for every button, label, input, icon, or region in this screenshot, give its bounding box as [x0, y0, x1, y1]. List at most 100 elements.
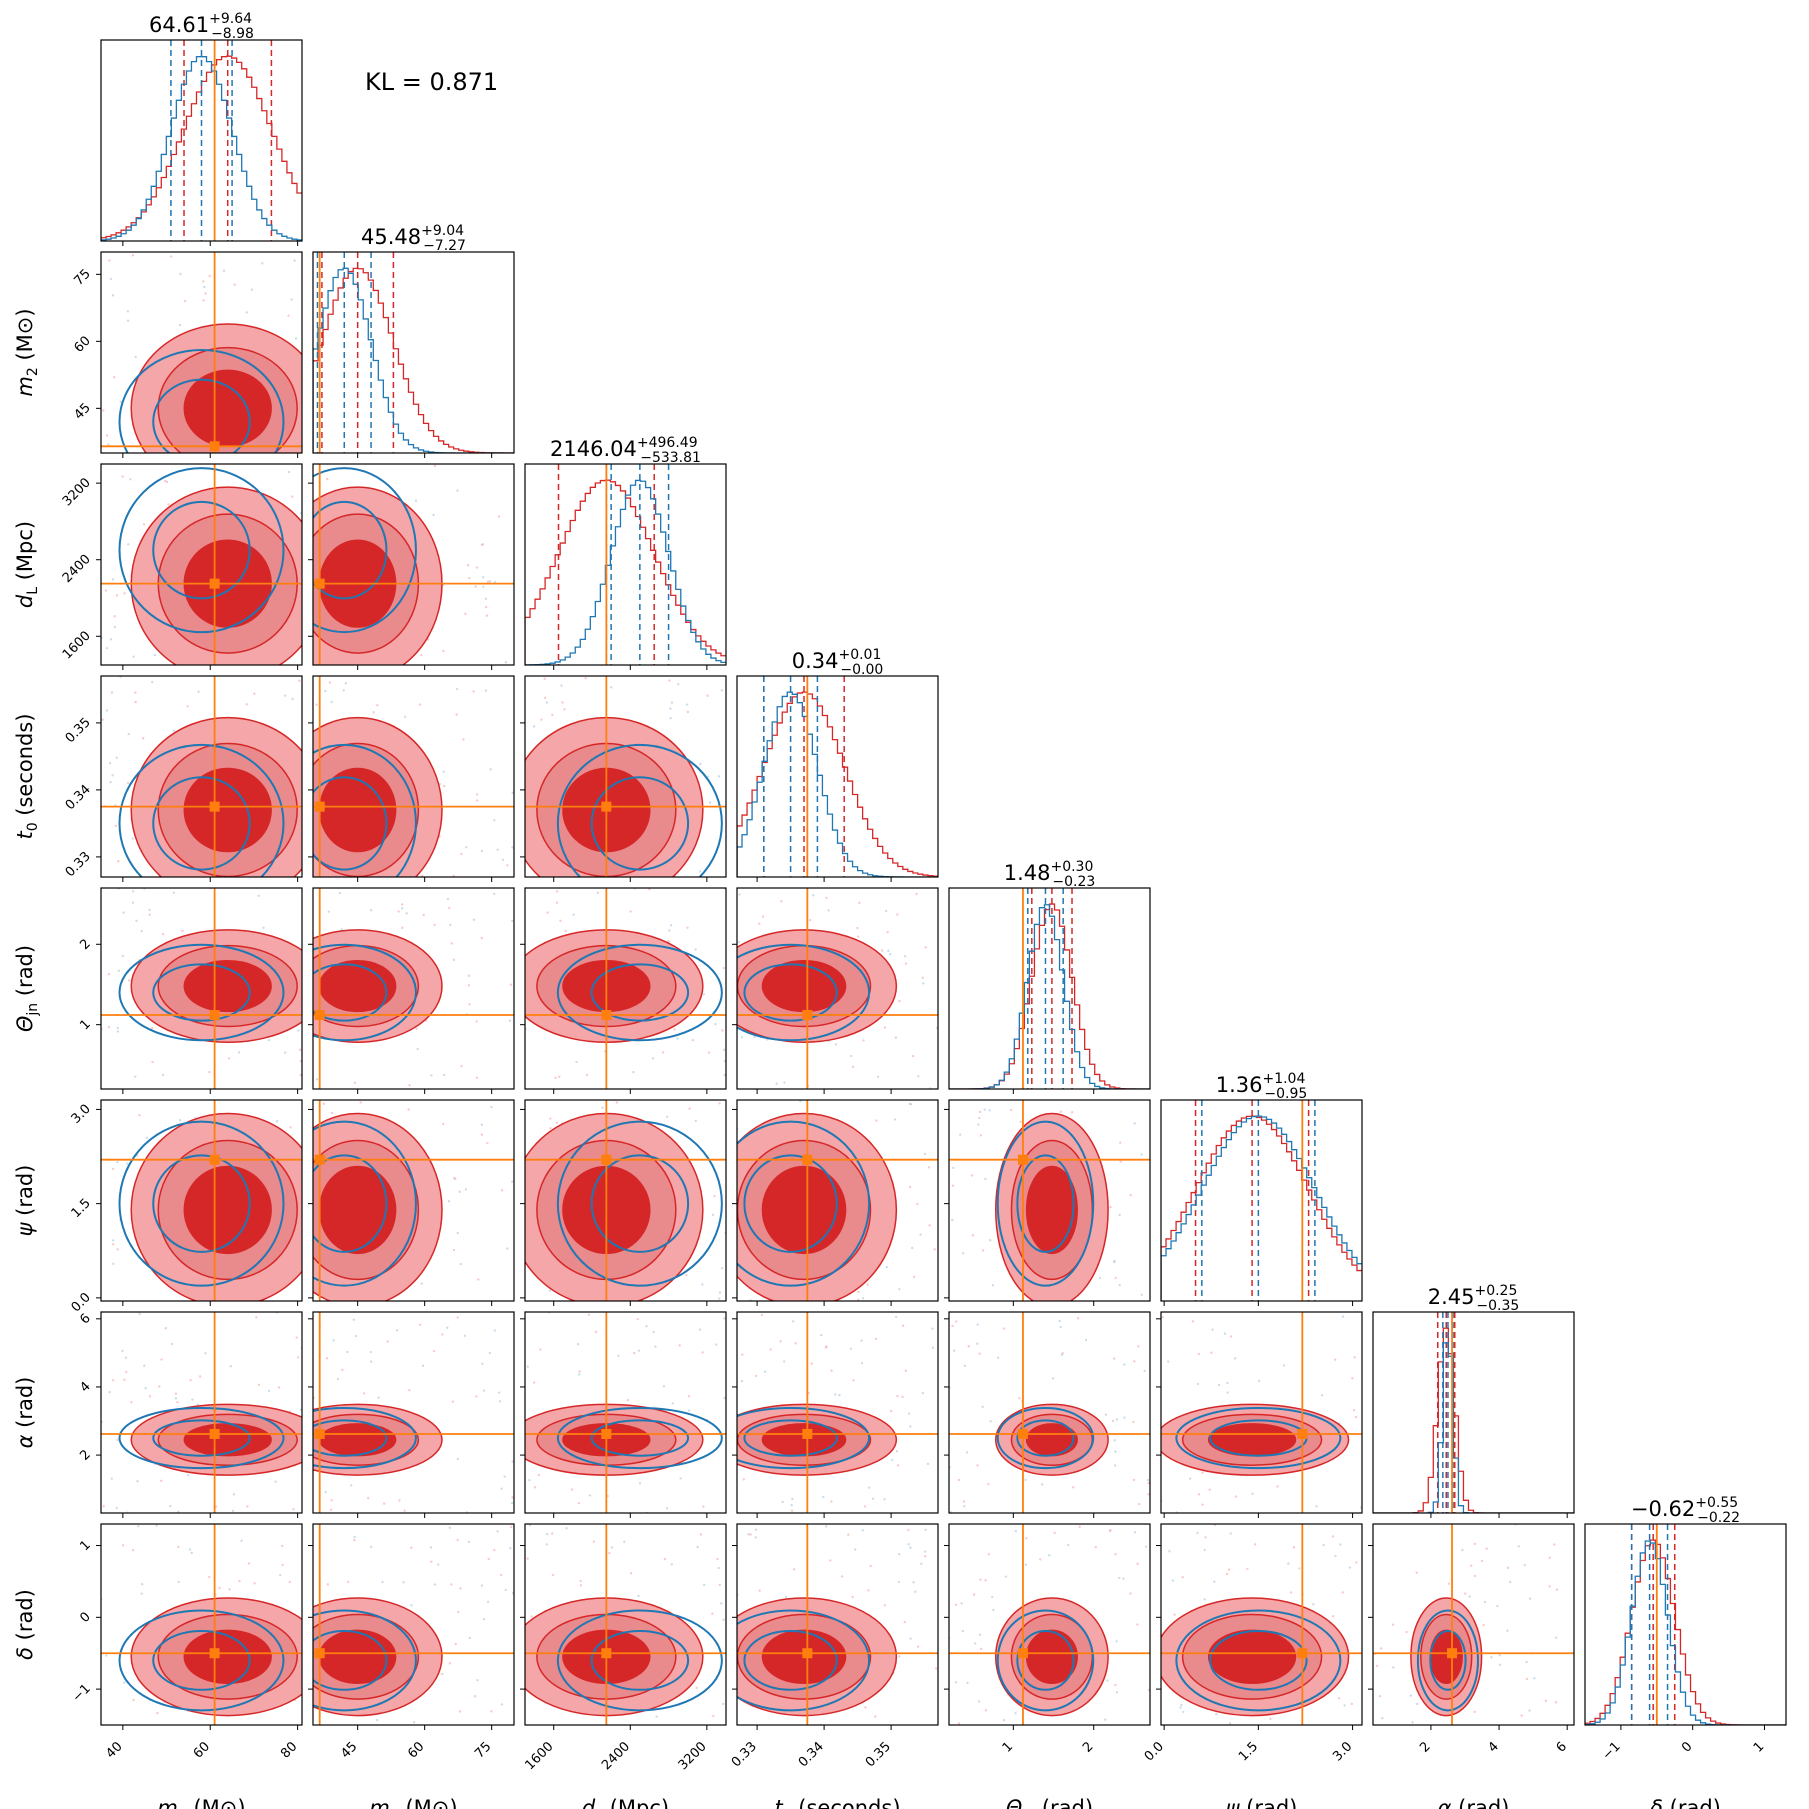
- contour-blue-inner: [1016, 1154, 1075, 1253]
- panel-frame: [1160, 1311, 1363, 1514]
- panel-dL-m2: [308, 463, 515, 670]
- truth-marker: [601, 1648, 612, 1659]
- contour-blue-inner: [1016, 1419, 1075, 1457]
- contour-blue-outer: [737, 1120, 871, 1287]
- title-m2: 45.48+9.04 −7.27: [361, 223, 466, 254]
- y-axis-label-m2: m2 (M⊙): [13, 308, 41, 396]
- panel-frame: [524, 1523, 727, 1726]
- y-tick-label-delta: 1: [77, 1538, 93, 1554]
- truth-marker: [314, 578, 325, 589]
- y-tick-label-alpha: 6: [77, 1311, 93, 1327]
- y-axis-label-delta: δ (rad): [13, 1589, 37, 1660]
- contour-blue-inner: [1209, 1630, 1308, 1691]
- panel-frame: [948, 887, 1151, 1090]
- truth-marker: [209, 1154, 220, 1165]
- panel-t0-t0: 0.34+0.01 −0.00: [736, 647, 939, 882]
- histogram-blue-theta_jn: [949, 904, 1150, 1089]
- y-tick-label-psi: 0.0: [69, 1290, 94, 1315]
- contour-blue-outer: [313, 1407, 417, 1470]
- contour-inner-m1-alpha: [183, 1423, 272, 1457]
- y-tick-label-delta: −1: [70, 1681, 94, 1705]
- truth-marker: [1017, 1154, 1028, 1165]
- panel-t0-m1: 0.33 0.34 0.35: [63, 675, 303, 882]
- x-tick-label-m2: 45: [338, 1739, 360, 1761]
- contour-blue-inner: [313, 776, 388, 871]
- truth-marker: [802, 1154, 813, 1165]
- contour-blue-outer: [996, 1407, 1095, 1470]
- y-axis-label-dL: dL (Mpc): [13, 521, 41, 608]
- contour-blue-inner: [313, 1630, 388, 1691]
- x-tick-label-psi: 0.0: [1142, 1739, 1167, 1764]
- y-tick-label-m2: 45: [72, 401, 94, 423]
- contour-inner-t0-psi: [761, 1165, 847, 1255]
- panel-frame: [1372, 1523, 1575, 1726]
- contour-blue-inner: [313, 500, 388, 600]
- contour-blue-inner: [1016, 1630, 1075, 1691]
- contour-blue-outer: [556, 1407, 723, 1470]
- contour-blue-inner: [590, 963, 690, 1022]
- contour-blue-outer: [556, 943, 723, 1042]
- histogram-blue-delta: [1585, 1540, 1786, 1725]
- contour-inner-m1-psi: [183, 1165, 272, 1255]
- panel-frame: [1584, 1523, 1787, 1726]
- contour-blue-outer: [313, 1120, 417, 1287]
- panel-frame: [100, 1099, 303, 1302]
- x-tick-label-alpha: 2: [1417, 1739, 1433, 1755]
- truth-marker: [802, 1010, 813, 1021]
- y-tick-label-m2: 75: [72, 267, 94, 289]
- panel-theta_jn-dL: [520, 887, 727, 1094]
- contour-blue-inner: [1429, 1630, 1467, 1691]
- panel-frame: [312, 887, 515, 1090]
- y-axis-label-t0: t0 (seconds): [13, 713, 41, 839]
- contour-inner-theta_jn-psi: [1025, 1165, 1078, 1255]
- contour-blue-inner: [313, 1419, 388, 1457]
- truth-marker: [1447, 1648, 1458, 1659]
- contour-blue-outer: [118, 1120, 285, 1287]
- y-tick-label-m2: 60: [72, 334, 94, 356]
- panel-t0-m2: [308, 675, 515, 882]
- panel-frame: [736, 1523, 939, 1726]
- contour-blue-inner: [590, 1419, 690, 1457]
- contour-blue-inner: [590, 1154, 690, 1253]
- contour-blue-inner: [152, 776, 251, 871]
- y-axis-label-theta_jn: Θjn (rad): [13, 945, 41, 1032]
- contour-inner-m1-delta: [183, 1629, 272, 1684]
- panel-delta-dL: 1600 2400 3200: [520, 1523, 727, 1773]
- histogram-blue-m2: [313, 267, 514, 453]
- contour-blue-outer: [118, 1407, 285, 1470]
- truth-marker: [209, 441, 220, 452]
- truth-marker: [1297, 1648, 1308, 1659]
- title-m1: 64.61+9.64 −8.98: [149, 11, 254, 42]
- panel-alpha-t0: [732, 1311, 939, 1518]
- x-axis-label-alpha: α (rad): [1438, 1796, 1510, 1809]
- histogram-blue-m1: [101, 56, 302, 241]
- contour-blue-outer: [556, 1609, 723, 1712]
- title-theta_jn: 1.48+0.30 −0.23: [1004, 859, 1096, 890]
- x-tick-label-t0: 0.33: [729, 1739, 760, 1770]
- y-tick-label-alpha: 4: [77, 1379, 93, 1395]
- panel-frame: [100, 1523, 303, 1726]
- panel-m1-m1: 64.61+9.64 −8.98: [100, 11, 303, 246]
- panel-frame: [312, 463, 515, 666]
- y-tick-label-dL: 3200: [60, 475, 94, 509]
- contour-blue-outer: [118, 943, 285, 1042]
- panel-alpha-alpha: 2.45+0.25 −0.35: [1372, 1283, 1575, 1518]
- contour-blue-outer: [556, 743, 723, 877]
- panel-psi-t0: [732, 1099, 939, 1306]
- truth-marker: [601, 1010, 612, 1021]
- truth-marker: [209, 1010, 220, 1021]
- truth-marker: [314, 1010, 325, 1021]
- panel-frame: [100, 463, 303, 666]
- x-tick-label-dL: 3200: [676, 1739, 710, 1773]
- y-tick-label-theta_jn: 2: [77, 937, 93, 953]
- panel-psi-theta_jn: [944, 1099, 1151, 1306]
- y-tick-label-t0: 0.34: [63, 782, 94, 813]
- contour-blue-outer: [737, 1407, 871, 1470]
- y-tick-label-psi: 1.5: [69, 1196, 94, 1221]
- x-tick-label-dL: 1600: [523, 1739, 557, 1773]
- contour-blue-outer: [313, 467, 417, 634]
- x-tick-label-theta_jn: 2: [1080, 1739, 1096, 1755]
- contour-blue-outer: [996, 1609, 1095, 1712]
- x-tick-label-dL: 2400: [599, 1739, 633, 1773]
